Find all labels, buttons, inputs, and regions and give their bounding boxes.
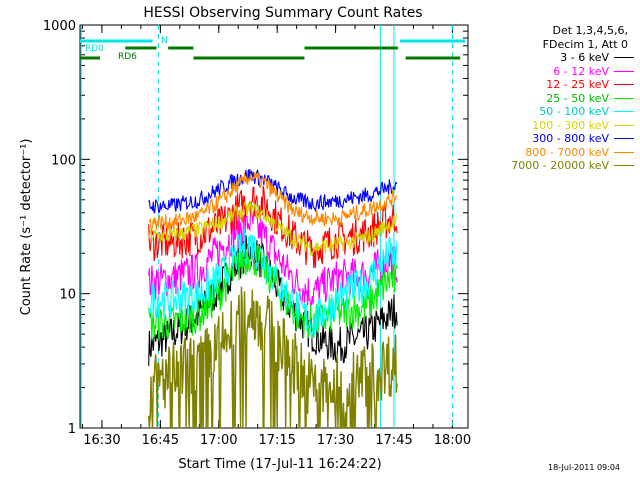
- legend-entry: 25 - 50 keV: [476, 92, 634, 106]
- x-axis-label: Start Time (17-Jul-11 16:24:22): [178, 457, 381, 472]
- y-axis-label: Count Rate (s⁻¹ detector⁻¹): [19, 139, 34, 316]
- legend-swatch: [614, 165, 634, 167]
- x-tick-label: 17:30: [317, 433, 354, 448]
- legend-label: 6 - 12 keV: [553, 64, 609, 78]
- legend-label: 800 - 7000 keV: [525, 145, 609, 159]
- legend-label: 300 - 800 keV: [532, 132, 609, 145]
- plot-area: 16:30 16:45 17:00 17:15 17:30 17:45 18:00 1 10 10…: [43, 19, 471, 448]
- legend-entry: 100 - 300 keV: [476, 119, 634, 133]
- legend-label: 12 - 25 keV: [546, 78, 609, 91]
- legend-entry: 7000 - 20000 keV: [476, 159, 634, 173]
- x-tick-label: 17:00: [200, 433, 237, 448]
- legend-label: 100 - 300 keV: [532, 118, 609, 132]
- series-line-4: [148, 229, 398, 339]
- legend-swatch: [614, 151, 634, 153]
- legend-swatch: [614, 138, 634, 140]
- legend-entry: 50 - 100 keV: [476, 105, 634, 119]
- legend-entry: 3 - 6 keV: [476, 51, 634, 65]
- y-tick-label: 1: [68, 422, 76, 437]
- series-line-5: [148, 200, 398, 257]
- x-tick-label: 16:30: [83, 433, 120, 448]
- legend-label: 50 - 100 keV: [539, 105, 609, 118]
- legend-swatch: [614, 124, 634, 126]
- x-tick-label: 18:00: [434, 433, 471, 448]
- legend-swatch: [614, 57, 634, 59]
- series-line-8: [148, 286, 398, 429]
- legend-entry: 12 - 25 keV: [476, 78, 634, 92]
- legend-swatch: [614, 97, 634, 99]
- legend-entry: 6 - 12 keV: [476, 65, 634, 79]
- series-line-2: [148, 185, 398, 269]
- legend-swatch: [614, 70, 634, 72]
- y-tick-label: 1000: [43, 19, 76, 34]
- legend-header-line-1: Det 1,3,4,5,6,: [552, 24, 628, 37]
- timestamp: 18-Jul-2011 09:04: [548, 463, 621, 472]
- series-line-3: [148, 243, 398, 341]
- chart-title: HESSI Observing Summary Count Rates: [143, 5, 422, 21]
- marker-label-rd6: RD6: [118, 52, 137, 62]
- legend-swatch: [614, 111, 634, 113]
- legend-swatch: [614, 84, 634, 86]
- x-tick-label: 17:15: [258, 433, 295, 448]
- x-tick-label: 17:45: [375, 433, 412, 448]
- legend-label: 3 - 6 keV: [560, 51, 609, 64]
- y-tick-label: 10: [59, 288, 76, 303]
- legend: Det 1,3,4,5,6, FDecim 1, Att 0 3 - 6 keV…: [476, 24, 634, 173]
- y-tick-label: 100: [51, 153, 76, 168]
- marker-label-n: N: [161, 36, 168, 46]
- legend-header-line-2: FDecim 1, Att 0: [542, 37, 628, 51]
- legend-label: 7000 - 20000 keV: [511, 159, 609, 172]
- marker-label-rd0: RD0: [85, 44, 104, 54]
- series-line-1: [148, 205, 398, 307]
- series-line-7: [148, 171, 398, 232]
- legend-entry: 800 - 7000 keV: [476, 146, 634, 160]
- legend-label: 25 - 50 keV: [546, 91, 609, 105]
- legend-entry: 300 - 800 keV: [476, 132, 634, 146]
- legend-entries: 3 - 6 keV 6 - 12 keV 12 - 25 keV 25 - 50 ke…: [476, 51, 634, 173]
- x-tick-label: 16:45: [142, 433, 179, 448]
